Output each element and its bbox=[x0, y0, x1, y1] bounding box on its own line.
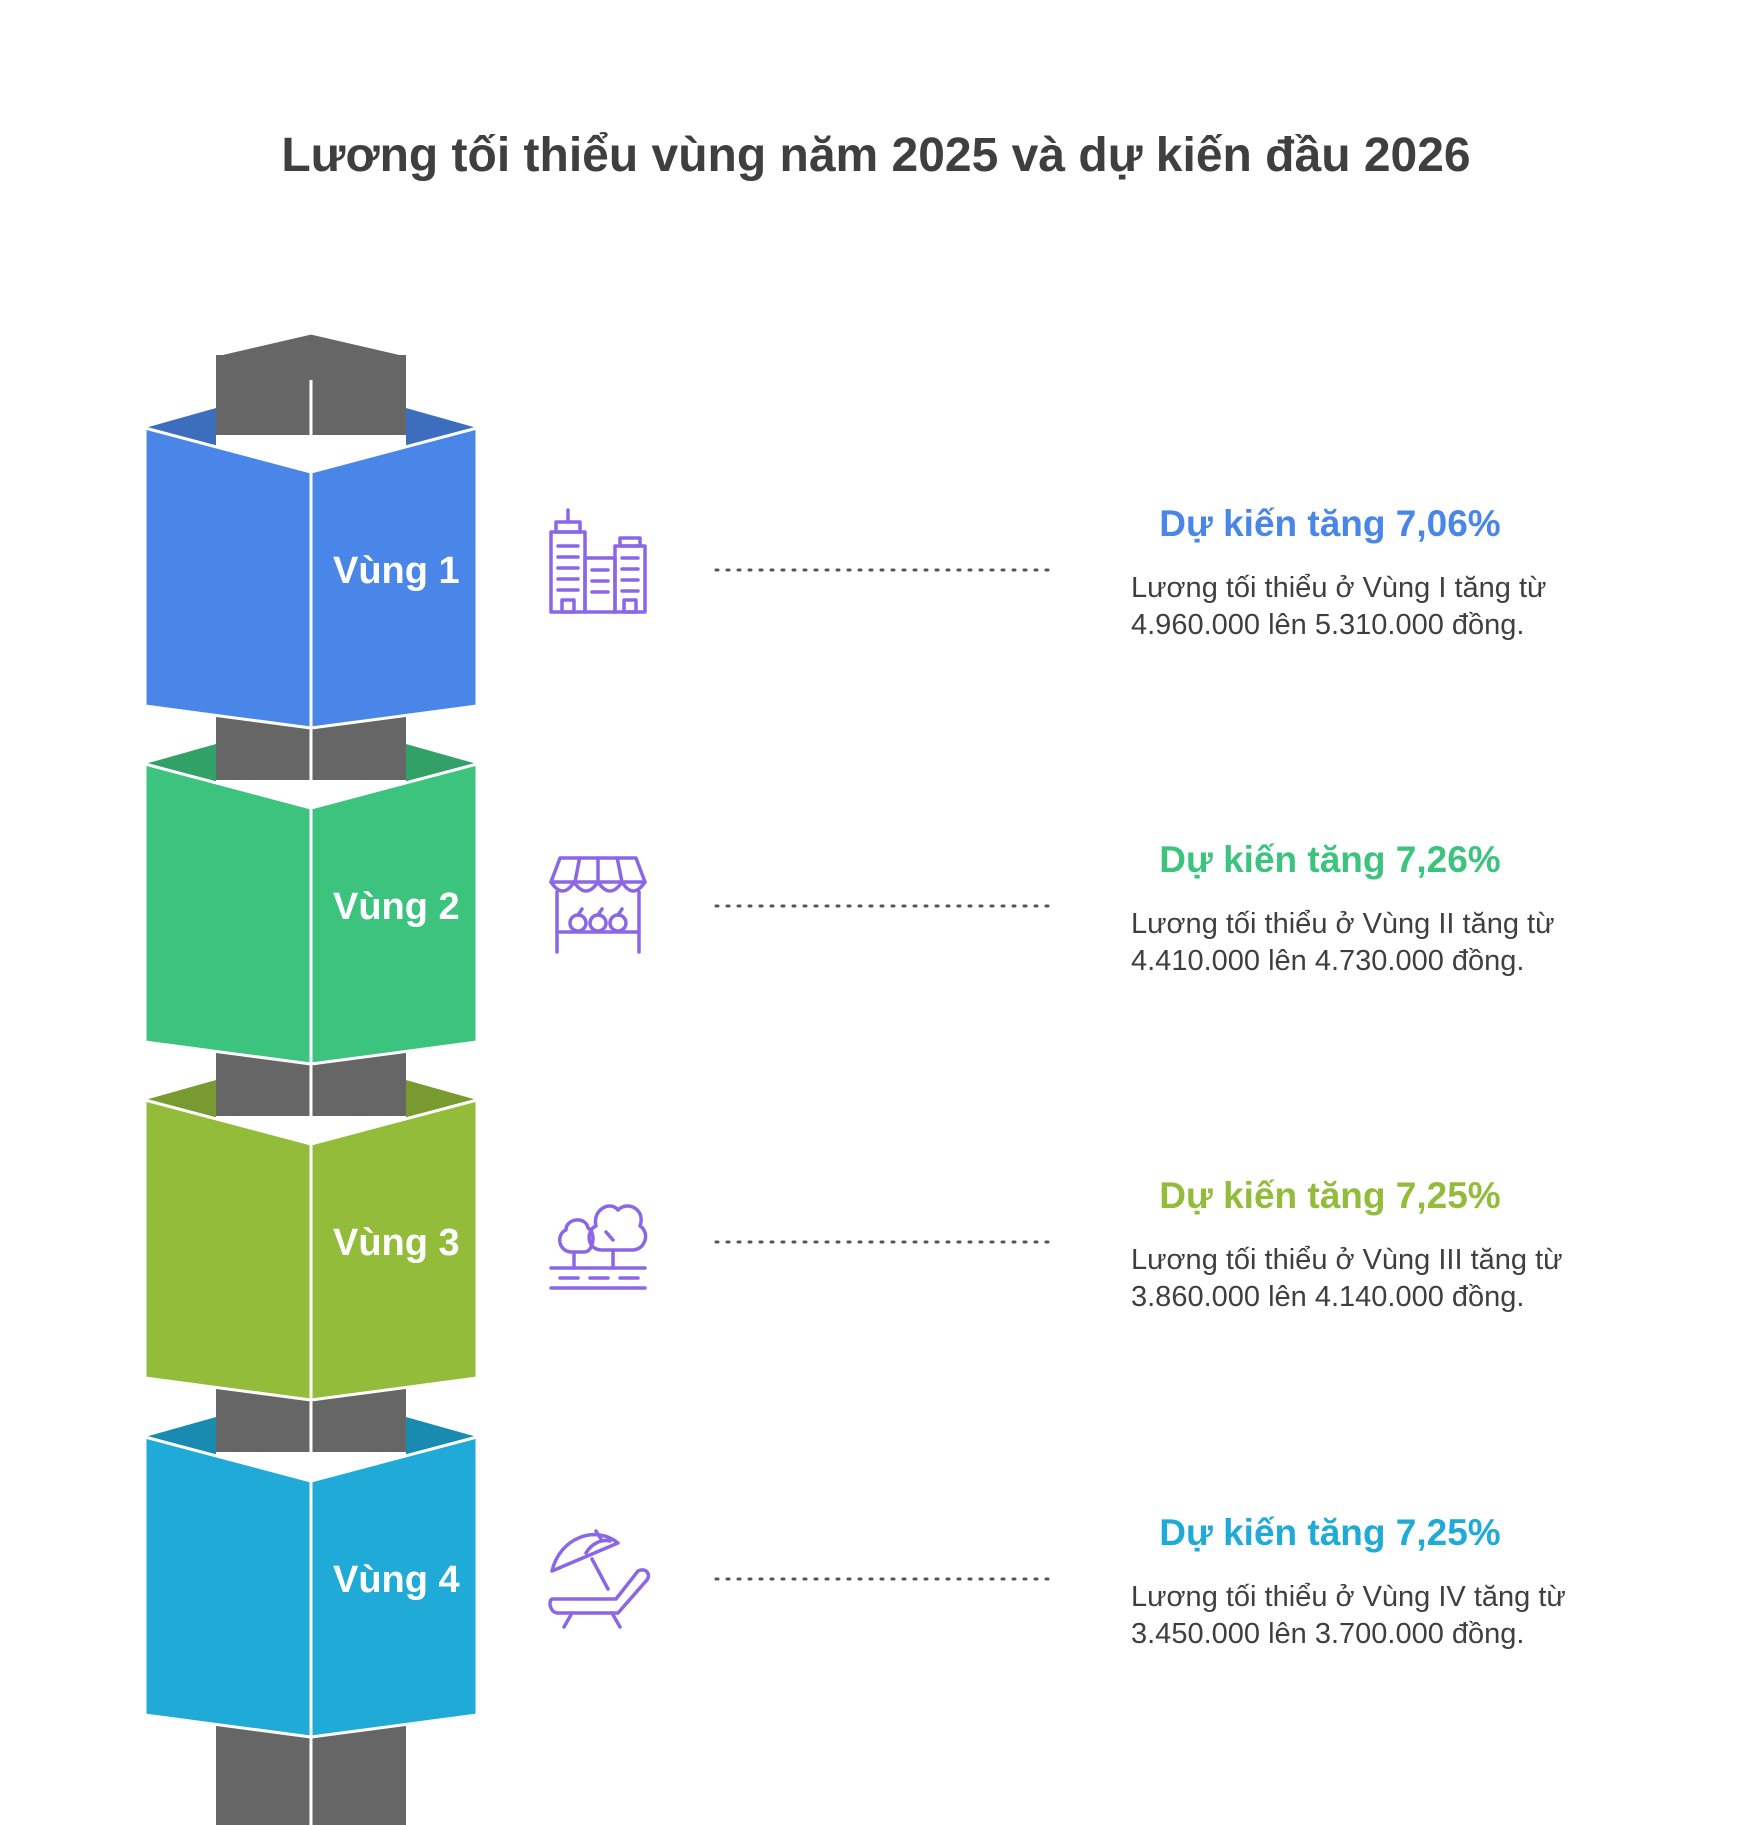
beach-chair-umbrella-icon bbox=[548, 1529, 651, 1629]
region-description: Lương tối thiểu ở Vùng III tăng từ 3.860… bbox=[1131, 1244, 1563, 1313]
region-headline: Dự kiến tăng 7,25% bbox=[1159, 1175, 1501, 1216]
region-description: Lương tối thiểu ở Vùng II tăng từ 4.410.… bbox=[1131, 908, 1555, 977]
trees-road-icon bbox=[549, 1204, 648, 1290]
region-label: Vùng 1 bbox=[333, 550, 460, 592]
region-label: Vùng 2 bbox=[333, 886, 460, 928]
region-label: Vùng 3 bbox=[333, 1222, 460, 1264]
region-headline: Dự kiến tăng 7,25% bbox=[1159, 1512, 1501, 1553]
region-description: Lương tối thiểu ở Vùng IV tăng từ 3.450.… bbox=[1131, 1581, 1566, 1650]
region-cube-2: Vùng 2 bbox=[143, 744, 479, 1066]
region-headline: Dự kiến tăng 7,26% bbox=[1159, 839, 1501, 880]
region-description: Lương tối thiểu ở Vùng I tăng từ 4.960.0… bbox=[1131, 572, 1547, 641]
region-cube-3: Vùng 3 bbox=[143, 1080, 479, 1402]
market-stall-icon bbox=[549, 856, 647, 954]
pillar-segment bbox=[216, 355, 406, 440]
region-headline: Dự kiến tăng 7,06% bbox=[1159, 503, 1501, 544]
region-cube-1: Vùng 1 bbox=[143, 408, 479, 730]
page-title: Lương tối thiểu vùng năm 2025 và dự kiến… bbox=[281, 129, 1471, 182]
region-cube-4: Vùng 4 bbox=[143, 1417, 479, 1739]
region-label: Vùng 4 bbox=[333, 1559, 460, 1601]
city-buildings-icon bbox=[549, 508, 647, 614]
